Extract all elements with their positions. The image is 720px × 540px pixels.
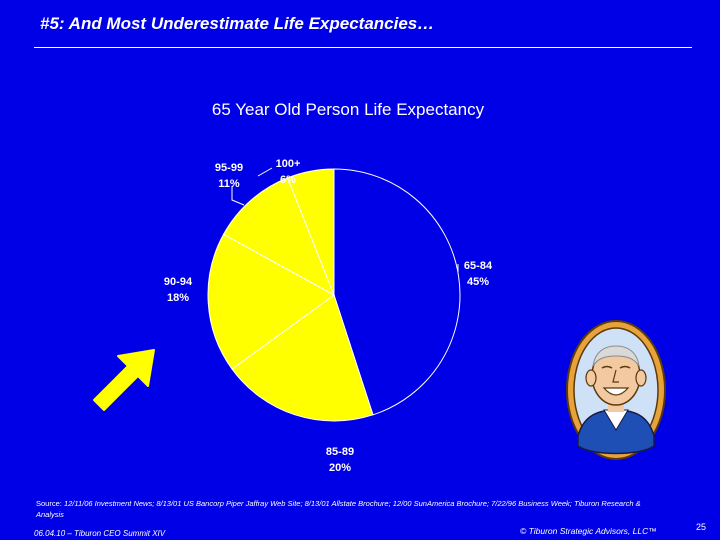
source-note: Source: 12/11/06 Investment News; 8/13/0…	[36, 498, 656, 520]
slice-label-65-84: 65-84 45%	[448, 258, 508, 290]
slice-value: 18%	[166, 292, 190, 304]
slice-value: 45%	[466, 276, 490, 288]
footer-left: 06.04.10 – Tiburon CEO Summit XIV	[34, 529, 166, 538]
slice-label-100plus: 100+ 6%	[258, 156, 318, 188]
slide-title: #5: And Most Underestimate Life Expectan…	[40, 14, 435, 33]
chart-title: 65 Year Old Person Life Expectancy	[211, 100, 485, 119]
pie-slice-90-94	[207, 233, 335, 370]
slice-category: 90-94	[163, 276, 193, 288]
title-divider	[34, 47, 692, 48]
pie-slice-95-99	[222, 177, 335, 297]
slice-value: 6%	[280, 174, 296, 186]
leader-line-100plus	[257, 167, 273, 177]
slice-label-95-99: 95-99 11%	[199, 160, 259, 192]
source-label: Source:	[36, 499, 62, 508]
slice-category: 85-89	[325, 446, 355, 458]
smiling-elderly-man-portrait	[566, 320, 666, 460]
slice-label-85-89: 85-89 20%	[310, 444, 370, 476]
slice-value: 20%	[328, 462, 352, 474]
pie-slice-65-84	[333, 168, 461, 416]
slice-category: 65-84	[463, 260, 493, 272]
footer-copyright: © Tiburon Strategic Advisors, LLC™	[520, 526, 657, 536]
slice-category: 100+	[275, 158, 301, 170]
arrow-up-right-icon	[93, 349, 155, 411]
slice-category: 95-99	[214, 162, 244, 174]
pie-slice-100plus	[286, 168, 335, 296]
page-number: 25	[696, 522, 707, 532]
leader-line-95-99	[231, 186, 245, 206]
slice-value: 11%	[218, 178, 240, 190]
pie-slice-85-89	[231, 294, 374, 422]
slice-label-90-94: 90-94 18%	[148, 274, 208, 306]
source-text: 12/11/06 Investment News; 8/13/01 US Ban…	[36, 499, 641, 519]
